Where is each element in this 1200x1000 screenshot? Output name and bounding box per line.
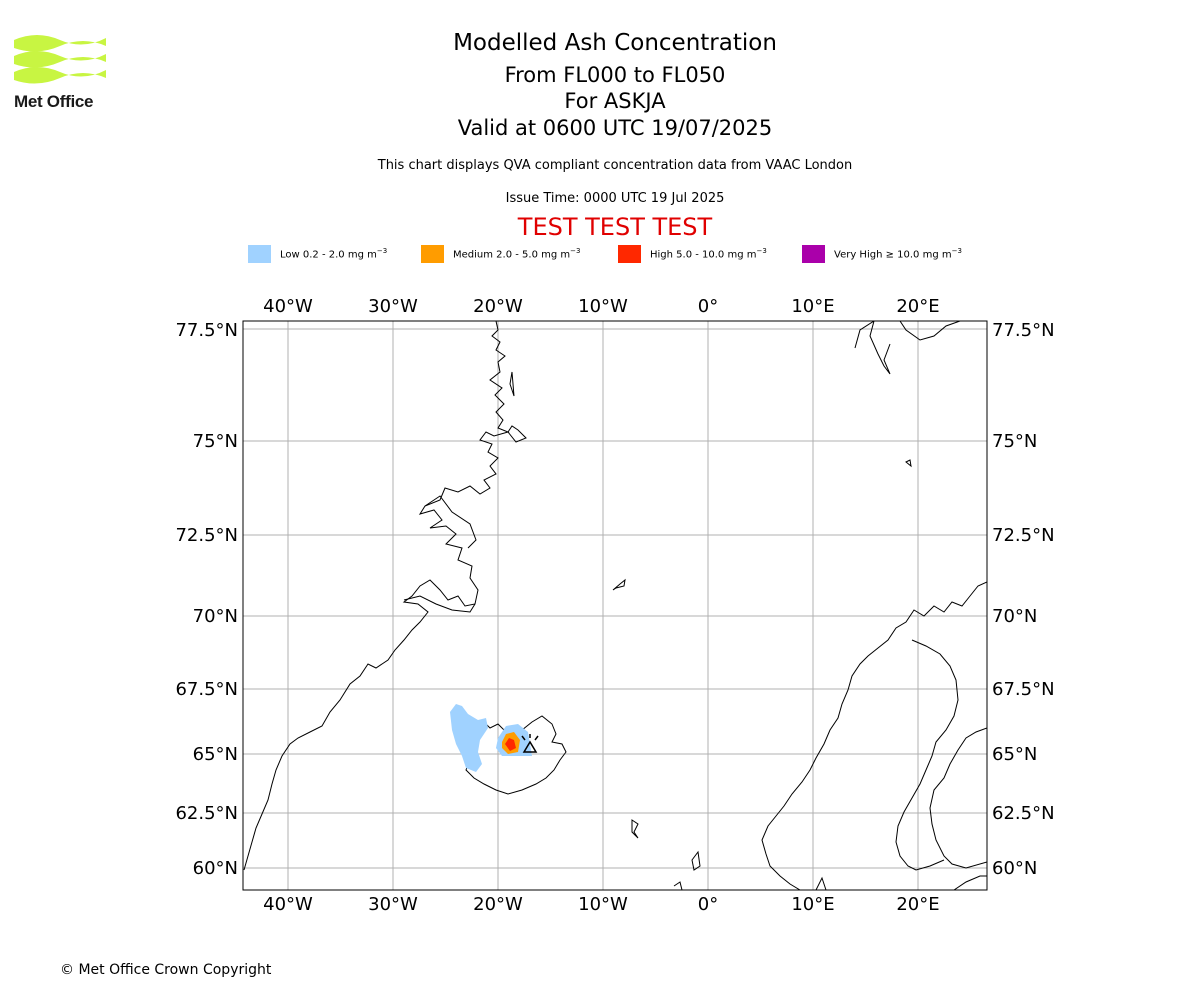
legend-label-low: Low 0.2 - 2.0 mg m−3 <box>280 247 388 261</box>
lat-tick: 72.5°N <box>992 525 1055 546</box>
lat-tick: 62.5°N <box>992 803 1055 824</box>
lon-tick: 40°W <box>263 894 313 915</box>
lat-ticks-left: 77.5°N 75°N 72.5°N 70°N 67.5°N 65°N 62.5… <box>175 320 238 879</box>
lat-tick: 67.5°N <box>175 679 238 700</box>
lon-ticks-bottom: 40°W 30°W 20°W 10°W 0° 10°E 20°E <box>263 894 939 915</box>
svalbard-coastline <box>854 321 961 375</box>
map-gridlines <box>243 321 987 890</box>
lat-tick: 70°N <box>992 606 1037 627</box>
lat-tick: 60°N <box>992 858 1037 879</box>
qva-note: This chart displays QVA compliant concen… <box>377 158 853 173</box>
legend-label-very-high: Very High ≥ 10.0 mg m−3 <box>834 247 962 261</box>
coastlines <box>243 321 987 890</box>
lon-tick: 20°W <box>473 296 523 317</box>
lon-tick: 20°W <box>473 894 523 915</box>
map-frame <box>242 320 988 891</box>
legend-label-high: High 5.0 - 10.0 mg m−3 <box>650 247 767 261</box>
lat-tick: 65°N <box>992 744 1037 765</box>
chart-title: Modelled Ash Concentration <box>453 30 777 56</box>
logo-text: Met Office <box>14 92 94 111</box>
lon-tick: 30°W <box>368 296 418 317</box>
test-banner: TEST TEST TEST <box>517 213 713 241</box>
lat-tick: 62.5°N <box>175 803 238 824</box>
lon-tick: 10°W <box>578 894 628 915</box>
lat-tick: 65°N <box>193 744 238 765</box>
issue-time: Issue Time: 0000 UTC 19 Jul 2025 <box>505 191 725 206</box>
volcano-marker-icon <box>521 734 539 753</box>
ash-map: 40°W 30°W 20°W 10°W 0° 10°E 20°E 40°W 30… <box>175 296 1055 915</box>
legend-swatch-medium <box>421 245 444 263</box>
valid-time: Valid at 0600 UTC 19/07/2025 <box>457 116 773 140</box>
copyright: © Met Office Crown Copyright <box>60 962 272 978</box>
lon-tick: 40°W <box>263 296 313 317</box>
legend-swatch-high <box>618 245 641 263</box>
lon-ticks-top: 40°W 30°W 20°W 10°W 0° 10°E 20°E <box>263 296 939 317</box>
lat-ticks-right: 77.5°N 75°N 72.5°N 70°N 67.5°N 65°N 62.5… <box>992 320 1055 879</box>
lat-tick: 60°N <box>193 858 238 879</box>
lat-tick: 77.5°N <box>992 320 1055 341</box>
legend-swatch-low <box>248 245 271 263</box>
lon-tick: 10°E <box>791 296 834 317</box>
ash-high <box>505 738 516 751</box>
legend-item-very-high: Very High ≥ 10.0 mg m−3 <box>802 244 962 264</box>
lat-tick: 70°N <box>193 606 238 627</box>
lat-tick: 72.5°N <box>175 525 238 546</box>
scandinavia-coastline <box>761 581 987 890</box>
lat-tick: 75°N <box>992 431 1037 452</box>
legend-swatch-very-high <box>802 245 825 263</box>
legend-item-high: High 5.0 - 10.0 mg m−3 <box>618 244 767 264</box>
lon-tick: 30°W <box>368 894 418 915</box>
legend-item-medium: Medium 2.0 - 5.0 mg m−3 <box>421 244 580 264</box>
legend-label-medium: Medium 2.0 - 5.0 mg m−3 <box>453 247 581 261</box>
legend-item-low: Low 0.2 - 2.0 mg m−3 <box>248 244 387 264</box>
lon-tick: 0° <box>698 296 718 317</box>
flight-level-range: From FL000 to FL050 <box>504 63 726 87</box>
lon-tick: 20°E <box>896 894 939 915</box>
greenland-coastline <box>243 321 510 871</box>
lon-tick: 0° <box>698 894 718 915</box>
volcano-name: For ASKJA <box>564 89 666 113</box>
met-office-logo: Met Office <box>14 30 110 112</box>
lat-tick: 75°N <box>193 431 238 452</box>
lat-tick: 77.5°N <box>175 320 238 341</box>
lon-tick: 20°E <box>896 296 939 317</box>
met-office-waves-icon <box>14 35 106 84</box>
concentration-legend: Low 0.2 - 2.0 mg m−3 Medium 2.0 - 5.0 mg… <box>0 244 1200 264</box>
lon-tick: 10°W <box>578 296 628 317</box>
lat-tick: 67.5°N <box>992 679 1055 700</box>
map-background <box>243 321 987 890</box>
ash-plume <box>450 704 532 772</box>
lon-tick: 10°E <box>791 894 834 915</box>
ash-low-west <box>450 704 488 772</box>
